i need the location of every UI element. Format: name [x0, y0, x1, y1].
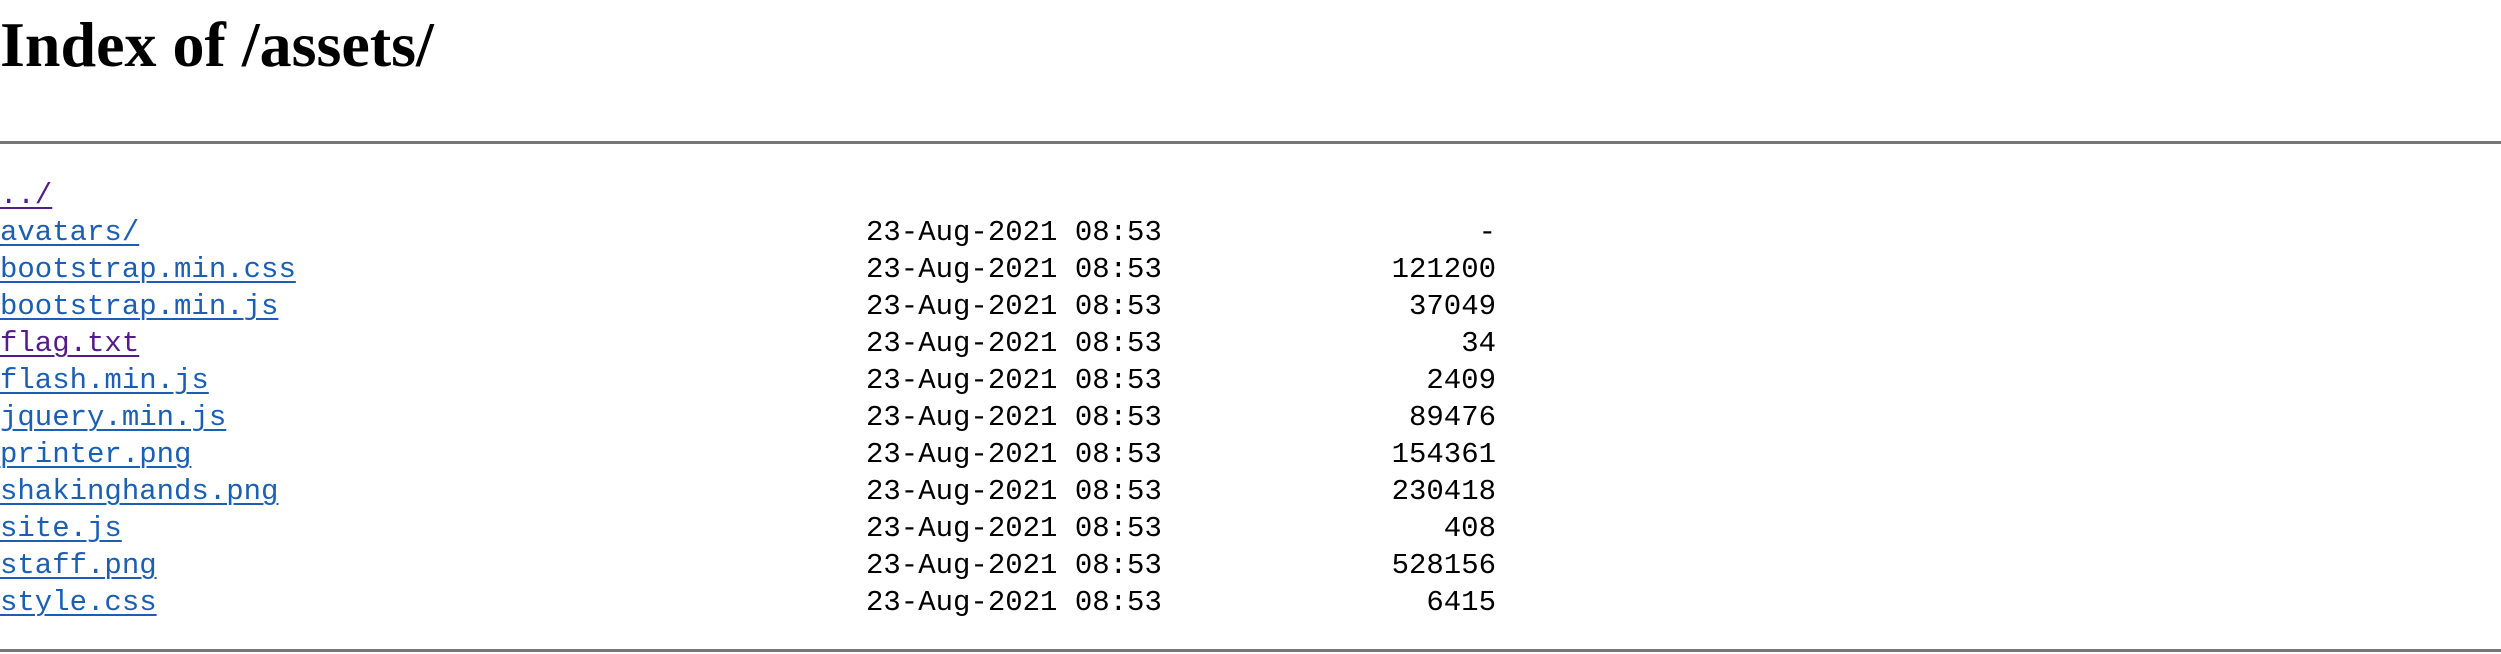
file-size: 6415: [1426, 586, 1496, 619]
file-size: 34: [1461, 327, 1496, 360]
list-item: staff.png 23-Aug-2021 08:53 528156: [0, 547, 1600, 584]
file-size: 230418: [1391, 475, 1496, 508]
modified-date: 23-Aug-2021 08:53: [866, 364, 1162, 397]
file-link-bootstrap-min-js[interactable]: bootstrap.min.js: [0, 290, 279, 323]
file-size: 2409: [1426, 364, 1496, 397]
list-item: flash.min.js 23-Aug-2021 08:53 2409: [0, 362, 1600, 399]
list-item: flag.txt 23-Aug-2021 08:53 34: [0, 325, 1600, 362]
list-item: jquery.min.js 23-Aug-2021 08:53 89476: [0, 399, 1600, 436]
list-item: style.css 23-Aug-2021 08:53 6415: [0, 584, 1600, 621]
list-item: bootstrap.min.js 23-Aug-2021 08:53 37049: [0, 288, 1600, 325]
modified-date: 23-Aug-2021 08:53: [866, 401, 1162, 434]
list-item: shakinghands.png 23-Aug-2021 08:53 23041…: [0, 473, 1600, 510]
modified-date: 23-Aug-2021 08:53: [866, 216, 1162, 249]
modified-date: 23-Aug-2021 08:53: [866, 438, 1162, 471]
list-item: site.js 23-Aug-2021 08:53 408: [0, 510, 1600, 547]
file-link-jquery-min-js[interactable]: jquery.min.js: [0, 401, 227, 434]
file-size: 408: [1443, 512, 1496, 545]
file-size: 528156: [1391, 549, 1496, 582]
modified-date: 23-Aug-2021 08:53: [866, 253, 1162, 286]
top-divider: [0, 141, 2501, 144]
modified-date: 23-Aug-2021 08:53: [866, 549, 1162, 582]
bottom-divider: [0, 649, 2501, 652]
file-link-flag-txt[interactable]: flag.txt: [0, 327, 140, 360]
modified-date: 23-Aug-2021 08:53: [866, 512, 1162, 545]
list-item: printer.png 23-Aug-2021 08:53 154361: [0, 436, 1600, 473]
directory-listing: ../ avatars/ 23-Aug-2021 08:53 - bootstr…: [0, 177, 1600, 621]
file-link-staff-png[interactable]: staff.png: [0, 549, 157, 582]
file-size: 154361: [1391, 438, 1496, 471]
file-link-avatars[interactable]: avatars/: [0, 216, 140, 249]
list-item-parent: ../: [0, 177, 1600, 214]
page-title: Index of /assets/: [0, 9, 434, 80]
file-size: -: [1478, 216, 1496, 249]
modified-date: 23-Aug-2021 08:53: [866, 475, 1162, 508]
file-link-style-css[interactable]: style.css: [0, 586, 157, 619]
list-item: bootstrap.min.css 23-Aug-2021 08:53 1212…: [0, 251, 1600, 288]
file-size: 89476: [1408, 401, 1496, 434]
file-link-shakinghands-png[interactable]: shakinghands.png: [0, 475, 279, 508]
file-link-printer-png[interactable]: printer.png: [0, 438, 192, 471]
file-link-flash-min-js[interactable]: flash.min.js: [0, 364, 209, 397]
file-size: 37049: [1408, 290, 1496, 323]
modified-date: 23-Aug-2021 08:53: [866, 290, 1162, 323]
file-link-bootstrap-min-css[interactable]: bootstrap.min.css: [0, 253, 296, 286]
modified-date: 23-Aug-2021 08:53: [866, 327, 1162, 360]
list-item: avatars/ 23-Aug-2021 08:53 -: [0, 214, 1600, 251]
file-link-site-js[interactable]: site.js: [0, 512, 122, 545]
parent-directory-link[interactable]: ../: [0, 179, 53, 212]
file-size: 121200: [1391, 253, 1496, 286]
modified-date: 23-Aug-2021 08:53: [866, 586, 1162, 619]
